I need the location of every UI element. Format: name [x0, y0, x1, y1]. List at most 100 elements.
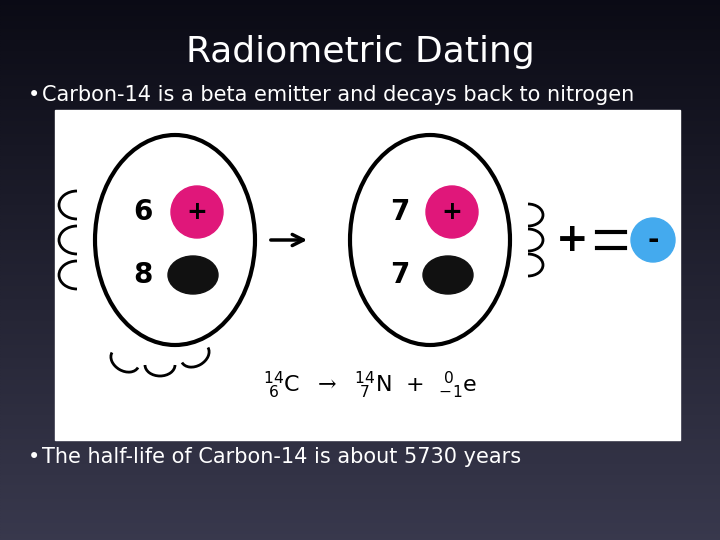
Bar	[0, 235, 720, 238]
Bar	[0, 437, 720, 440]
Bar	[0, 424, 720, 427]
Bar	[0, 286, 720, 289]
Bar	[0, 230, 720, 232]
Bar	[0, 367, 720, 370]
Bar	[0, 532, 720, 535]
Bar	[0, 51, 720, 54]
Bar	[0, 481, 720, 483]
Bar	[0, 38, 720, 40]
Bar	[0, 397, 720, 400]
Bar	[0, 22, 720, 24]
Bar	[0, 116, 720, 119]
Bar	[0, 127, 720, 130]
Bar	[0, 329, 720, 332]
Bar	[0, 224, 720, 227]
Bar	[0, 316, 720, 319]
Bar	[0, 362, 720, 364]
Bar	[0, 132, 720, 135]
Bar	[0, 184, 720, 186]
Bar	[0, 524, 720, 526]
Bar	[0, 154, 720, 157]
Bar	[0, 86, 720, 89]
Bar	[0, 267, 720, 270]
Bar	[0, 259, 720, 262]
Bar	[0, 489, 720, 491]
Text: Carbon-14 is a beta emitter and decays back to nitrogen: Carbon-14 is a beta emitter and decays b…	[42, 85, 634, 105]
Bar	[0, 400, 720, 402]
Bar	[0, 446, 720, 448]
Bar	[0, 232, 720, 235]
Bar	[0, 284, 720, 286]
Bar	[0, 32, 720, 35]
Bar	[0, 529, 720, 532]
Bar	[0, 308, 720, 310]
Bar	[0, 370, 720, 373]
Bar	[0, 375, 720, 378]
Text: •: •	[28, 447, 40, 467]
Bar	[0, 113, 720, 116]
Bar	[0, 202, 720, 205]
Bar	[0, 302, 720, 305]
Bar	[0, 478, 720, 481]
Bar	[0, 464, 720, 467]
Bar	[0, 421, 720, 424]
Bar	[0, 486, 720, 489]
Bar	[0, 338, 720, 340]
Bar	[0, 57, 720, 59]
Bar	[0, 408, 720, 410]
Bar	[0, 310, 720, 313]
Bar	[0, 429, 720, 432]
Bar	[0, 100, 720, 103]
Bar	[0, 119, 720, 122]
Bar	[0, 192, 720, 194]
Bar	[0, 159, 720, 162]
Bar	[0, 435, 720, 437]
Bar	[0, 346, 720, 348]
Bar	[0, 505, 720, 508]
Bar	[0, 281, 720, 284]
Bar	[0, 135, 720, 138]
Bar	[0, 130, 720, 132]
Bar	[0, 81, 720, 84]
Bar	[0, 356, 720, 359]
Bar	[0, 24, 720, 27]
Bar	[0, 443, 720, 445]
Bar	[0, 205, 720, 208]
Bar	[0, 19, 720, 22]
Text: Radiometric Dating: Radiometric Dating	[186, 35, 534, 69]
Bar	[0, 448, 720, 451]
Bar	[0, 89, 720, 92]
Bar	[0, 500, 720, 502]
Bar	[0, 535, 720, 537]
Bar	[0, 518, 720, 521]
Bar	[0, 351, 720, 354]
Bar	[0, 262, 720, 265]
Bar	[0, 491, 720, 494]
Bar	[0, 510, 720, 513]
Text: -: -	[647, 226, 659, 254]
Bar	[0, 46, 720, 49]
Bar	[0, 475, 720, 478]
Bar	[0, 278, 720, 281]
Bar	[0, 389, 720, 392]
Bar	[0, 186, 720, 189]
Bar	[0, 319, 720, 321]
Bar	[0, 176, 720, 178]
Circle shape	[631, 218, 675, 262]
Bar	[0, 227, 720, 229]
Bar	[0, 30, 720, 32]
Bar	[0, 173, 720, 176]
Bar	[0, 78, 720, 81]
Bar	[0, 122, 720, 124]
Bar	[0, 162, 720, 165]
Bar	[0, 273, 720, 275]
Bar	[0, 3, 720, 5]
Bar	[0, 418, 720, 421]
Bar	[0, 148, 720, 151]
Bar	[0, 73, 720, 76]
Bar	[0, 343, 720, 346]
Bar	[0, 65, 720, 68]
Bar	[0, 97, 720, 100]
Text: •: •	[28, 85, 40, 105]
Bar	[0, 462, 720, 464]
